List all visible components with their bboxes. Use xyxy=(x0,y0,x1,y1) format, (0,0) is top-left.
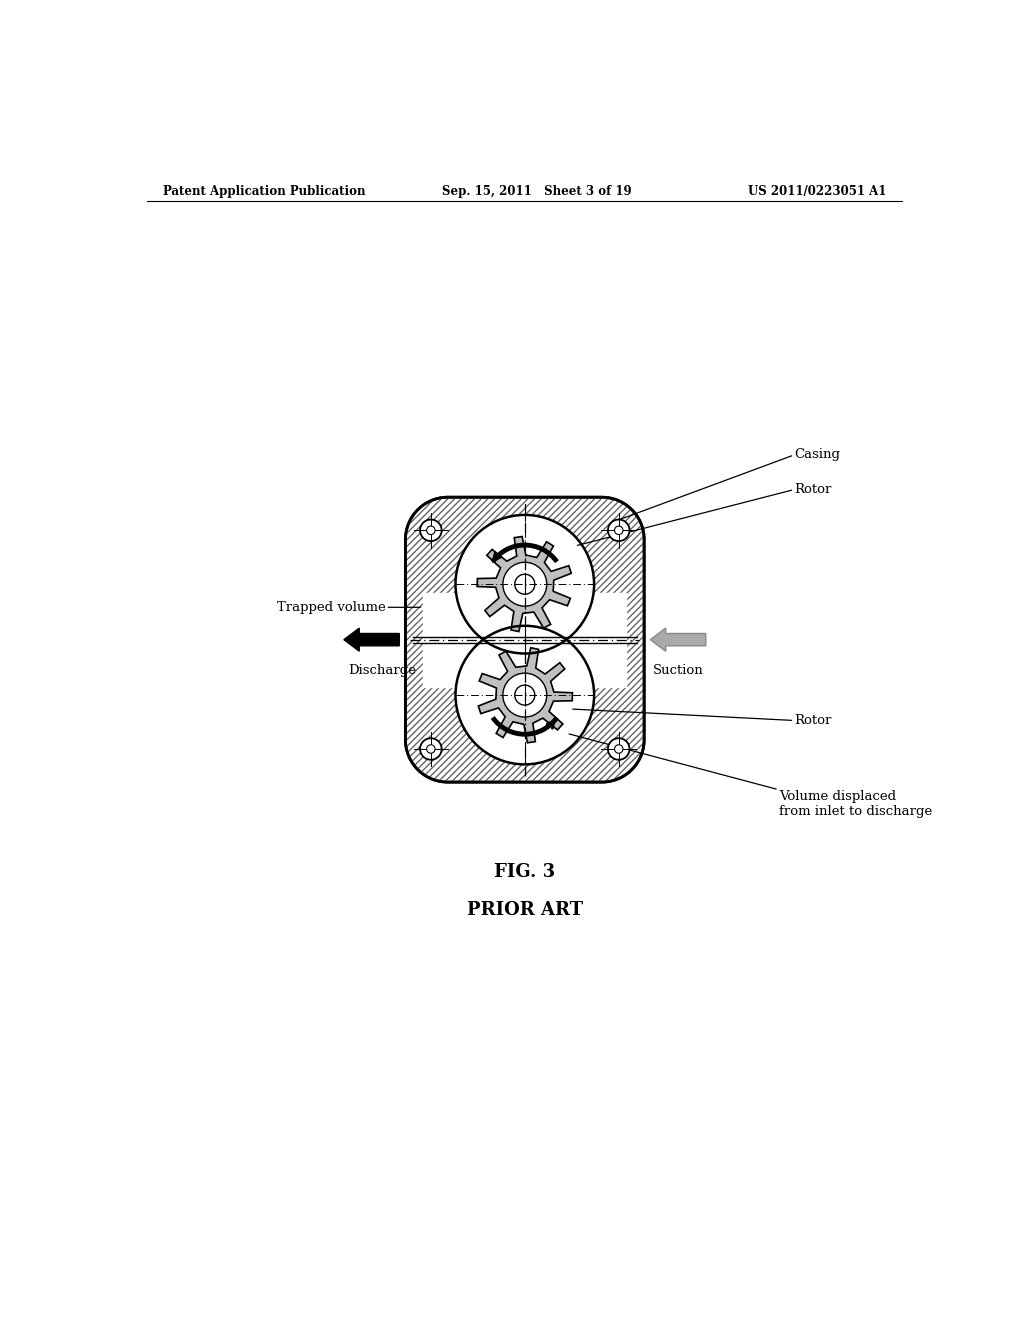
Bar xyxy=(423,593,627,686)
Circle shape xyxy=(515,685,535,705)
Circle shape xyxy=(503,673,547,717)
Text: Rotor: Rotor xyxy=(795,483,831,496)
Circle shape xyxy=(456,515,594,653)
Circle shape xyxy=(427,744,435,754)
Circle shape xyxy=(420,520,441,541)
Text: US 2011/0223051 A1: US 2011/0223051 A1 xyxy=(749,185,887,198)
Circle shape xyxy=(614,527,623,535)
Circle shape xyxy=(503,562,547,606)
Text: Discharge: Discharge xyxy=(348,664,417,677)
Polygon shape xyxy=(478,648,572,743)
Text: Sep. 15, 2011   Sheet 3 of 19: Sep. 15, 2011 Sheet 3 of 19 xyxy=(441,185,631,198)
Text: Suction: Suction xyxy=(652,664,703,677)
Polygon shape xyxy=(406,498,644,781)
Text: PRIOR ART: PRIOR ART xyxy=(467,902,583,920)
Text: Casing: Casing xyxy=(795,449,841,462)
Text: Trapped volume: Trapped volume xyxy=(276,601,385,614)
Text: FIG. 3: FIG. 3 xyxy=(495,863,555,880)
Circle shape xyxy=(456,626,594,764)
Text: Rotor: Rotor xyxy=(795,714,831,727)
Circle shape xyxy=(427,527,435,535)
Circle shape xyxy=(420,738,441,760)
Polygon shape xyxy=(477,536,571,631)
Circle shape xyxy=(614,744,623,754)
FancyArrow shape xyxy=(344,628,399,651)
FancyArrow shape xyxy=(650,628,706,651)
Circle shape xyxy=(608,738,630,760)
Text: Patent Application Publication: Patent Application Publication xyxy=(163,185,366,198)
Circle shape xyxy=(608,520,630,541)
Circle shape xyxy=(515,574,535,594)
Text: Volume displaced
from inlet to discharge: Volume displaced from inlet to discharge xyxy=(779,789,932,818)
